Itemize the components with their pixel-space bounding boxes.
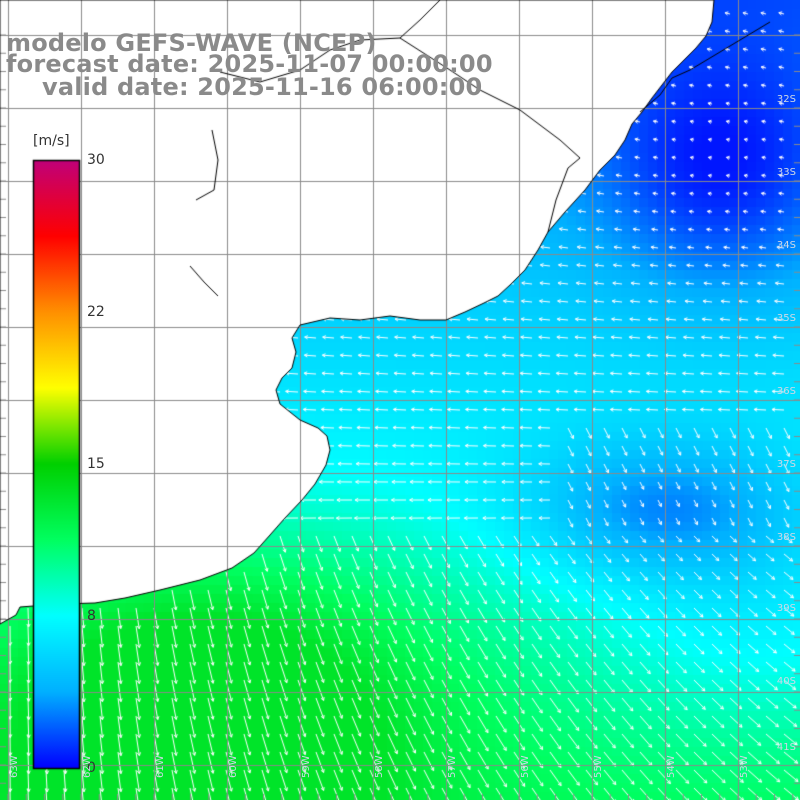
model-title: modelo GEFS-WAVE (NCEP) [6, 29, 377, 57]
lat-label: 34S [776, 240, 796, 251]
lon-label: 63W [9, 755, 20, 778]
lon-label: 60W [228, 755, 239, 778]
lon-label: 54W [666, 755, 677, 778]
lat-label: 38S [776, 532, 796, 543]
lat-label: 37S [776, 459, 796, 470]
lat-label: 41S [776, 742, 796, 753]
lon-label: 55W [593, 755, 604, 778]
lat-label: 33S [776, 167, 796, 178]
lon-label: 53W [739, 755, 750, 778]
lat-label: 32S [776, 94, 796, 105]
colorbar-tick: 8 [87, 608, 96, 624]
lon-label: 62W [82, 755, 93, 778]
lat-label: 40S [776, 676, 796, 687]
colorbar-tick: 22 [87, 304, 105, 320]
lon-label: 56W [520, 755, 531, 778]
lon-label: 59W [301, 755, 312, 778]
colorbar-unit: [m/s] [33, 133, 70, 149]
lon-label: 61W [155, 755, 166, 778]
lat-label: 35S [776, 313, 796, 324]
lon-label: 57W [447, 755, 458, 778]
colorbar-tick: 15 [87, 456, 105, 472]
lat-label: 36S [776, 386, 796, 397]
valid-date: valid date: 2025-11-16 06:00:00 [42, 73, 483, 101]
colorbar-tick: 0 [87, 760, 96, 776]
lat-label: 39S [776, 603, 796, 614]
lon-label: 58W [374, 755, 385, 778]
forecast-date: forecast date: 2025-11-07 00:00:00 [6, 50, 493, 78]
colorbar-tick: 30 [87, 152, 105, 168]
